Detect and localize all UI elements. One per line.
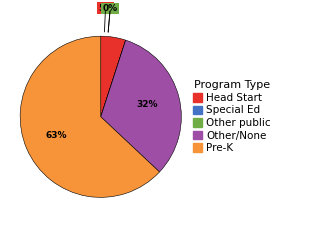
Text: 32%: 32% (137, 100, 158, 109)
Wedge shape (101, 40, 126, 117)
Text: 0%: 0% (103, 4, 118, 13)
Text: 5%: 5% (98, 4, 113, 13)
Text: 63%: 63% (46, 131, 67, 141)
Legend: Head Start, Special Ed, Other public, Other/None, Pre-K: Head Start, Special Ed, Other public, Ot… (190, 78, 273, 155)
Wedge shape (101, 36, 126, 117)
Text: 0%: 0% (103, 4, 118, 13)
Wedge shape (20, 36, 160, 197)
Wedge shape (101, 40, 181, 172)
Wedge shape (101, 40, 126, 117)
